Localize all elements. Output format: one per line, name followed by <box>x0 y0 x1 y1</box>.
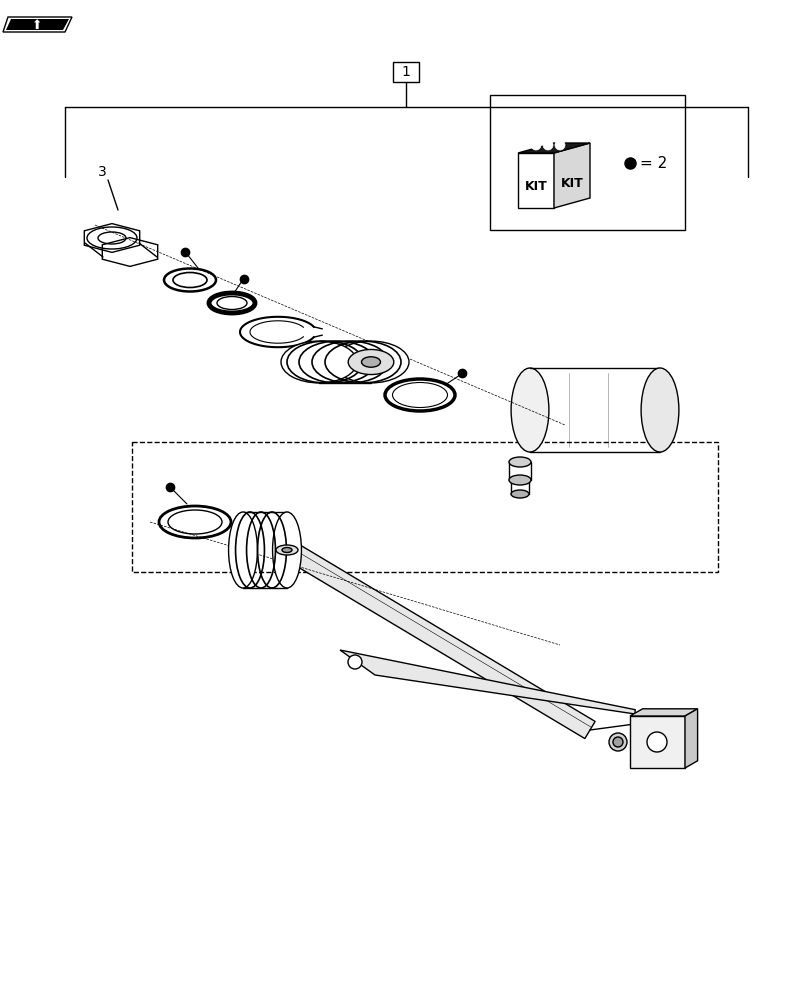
Circle shape <box>348 655 362 669</box>
Circle shape <box>554 140 564 150</box>
Polygon shape <box>517 143 590 153</box>
Text: ⬆: ⬆ <box>32 19 42 32</box>
Text: 1: 1 <box>401 65 410 79</box>
Circle shape <box>543 140 552 150</box>
Ellipse shape <box>510 368 548 452</box>
Bar <box>393 62 418 82</box>
Ellipse shape <box>281 548 292 552</box>
Ellipse shape <box>361 357 380 367</box>
Ellipse shape <box>508 475 530 485</box>
Ellipse shape <box>272 512 301 588</box>
Polygon shape <box>517 153 553 208</box>
Ellipse shape <box>333 341 409 383</box>
Circle shape <box>530 140 540 150</box>
Ellipse shape <box>276 545 298 555</box>
Ellipse shape <box>510 490 528 498</box>
Polygon shape <box>284 541 594 739</box>
Polygon shape <box>6 19 69 30</box>
Polygon shape <box>629 716 684 768</box>
Text: KIT: KIT <box>524 180 547 193</box>
Ellipse shape <box>641 368 678 452</box>
Polygon shape <box>684 709 697 768</box>
Circle shape <box>646 732 666 752</box>
Ellipse shape <box>612 737 622 747</box>
Bar <box>489 95 684 230</box>
Ellipse shape <box>281 341 357 383</box>
Ellipse shape <box>228 512 257 588</box>
Polygon shape <box>340 650 634 714</box>
Ellipse shape <box>508 457 530 467</box>
Ellipse shape <box>608 733 626 751</box>
Text: 3: 3 <box>97 165 106 179</box>
Polygon shape <box>553 143 590 208</box>
Ellipse shape <box>348 349 393 375</box>
Polygon shape <box>629 709 697 716</box>
Text: KIT: KIT <box>560 177 582 190</box>
Text: = 2: = 2 <box>639 156 667 171</box>
